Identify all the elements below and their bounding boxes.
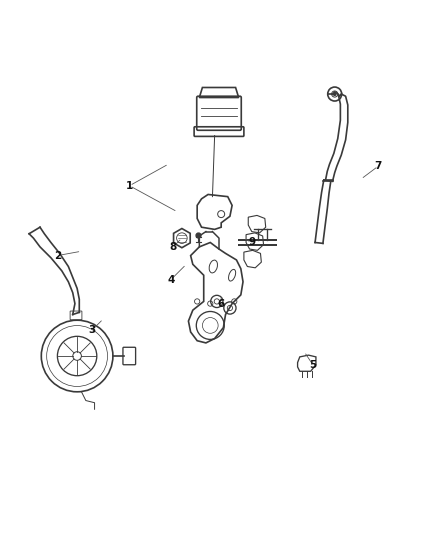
Text: 8: 8 — [170, 242, 177, 252]
Text: 7: 7 — [374, 161, 382, 171]
Circle shape — [333, 93, 336, 95]
Text: 5: 5 — [309, 360, 317, 370]
Text: 9: 9 — [248, 238, 255, 247]
Text: 2: 2 — [54, 251, 61, 261]
Text: 4: 4 — [167, 274, 175, 285]
Text: 1: 1 — [126, 181, 133, 191]
Text: 3: 3 — [89, 325, 96, 335]
Text: 6: 6 — [218, 298, 225, 309]
